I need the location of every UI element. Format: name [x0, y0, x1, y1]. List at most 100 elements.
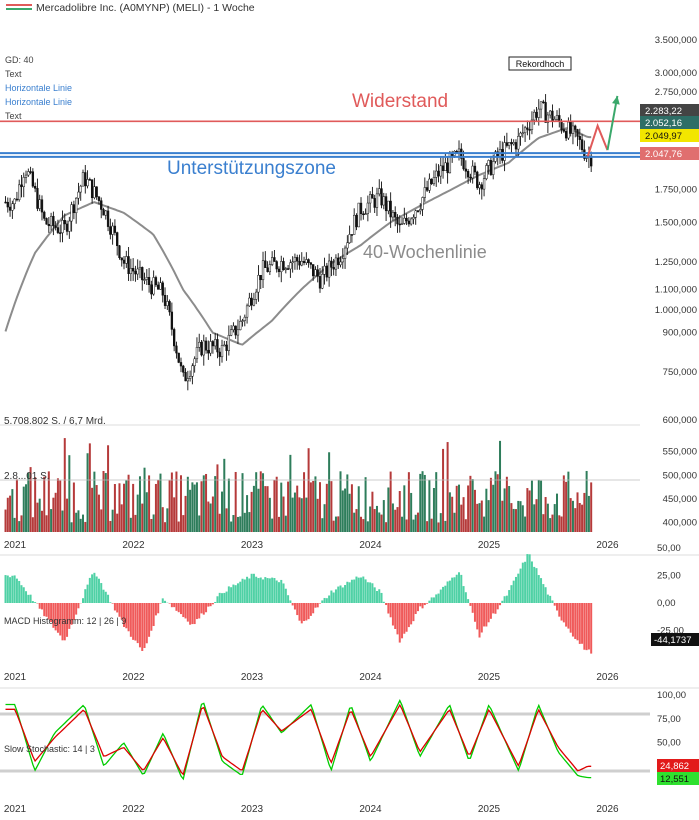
macd-bar: [298, 603, 301, 621]
candle-body: [31, 171, 35, 187]
candle-body: [125, 256, 128, 264]
volume-bar: [307, 448, 310, 532]
candle-body: [387, 200, 390, 212]
macd-bar: [118, 603, 121, 617]
macd-bar: [378, 589, 381, 603]
candle-body: [273, 257, 276, 262]
volume-bar: [25, 484, 28, 532]
macd-bar: [489, 603, 492, 619]
volume-bar: [300, 498, 303, 532]
price-tag-support-upper-bg: [640, 116, 699, 129]
macd-bar: [385, 603, 388, 606]
macd-bar: [72, 603, 75, 621]
macd-bar: [309, 603, 312, 616]
candle-body: [22, 177, 25, 187]
candle-body: [318, 276, 322, 289]
macd-bar: [451, 577, 454, 603]
macd-bar: [127, 603, 130, 632]
macd-bar: [200, 603, 203, 614]
volume-bar: [202, 475, 205, 532]
candle-body: [446, 162, 449, 174]
candle-body: [542, 101, 545, 103]
volume-bar: [104, 473, 107, 532]
macd-bar: [446, 581, 449, 603]
macd-bar: [170, 603, 173, 608]
candle-body: [207, 349, 210, 354]
volume-bar: [394, 509, 397, 532]
candle-body: [104, 210, 107, 216]
candle-body: [223, 344, 226, 347]
candle-body: [473, 165, 477, 173]
volume-bar: [61, 510, 64, 532]
macd-bar: [34, 602, 37, 603]
candle-body: [84, 172, 87, 187]
candle-body: [574, 125, 577, 130]
candle-body: [109, 226, 112, 235]
candle-body: [464, 168, 467, 172]
candle-body: [487, 160, 490, 166]
macd-bar: [273, 578, 276, 603]
volume-bar: [378, 512, 381, 532]
candle-body: [157, 284, 160, 290]
macd-bar: [59, 603, 62, 636]
candle-body: [403, 217, 406, 224]
macd-bar: [193, 603, 196, 625]
macd-bar: [405, 603, 408, 632]
time-axis-year: 2021: [4, 804, 27, 815]
candle-body: [355, 214, 358, 228]
candle-body: [314, 269, 317, 277]
candle-body: [136, 268, 139, 275]
volume-bar: [512, 508, 515, 532]
candle-body: [503, 142, 506, 161]
volume-bar: [252, 485, 255, 532]
volume-bar: [303, 472, 306, 532]
volume-bar: [389, 471, 392, 532]
candle-body: [86, 179, 89, 187]
price-axis-tick: 750,000: [663, 367, 697, 378]
candle-body: [444, 162, 447, 171]
candle-body: [152, 277, 155, 295]
volume-bar: [524, 516, 527, 532]
volume-bar: [469, 475, 472, 532]
candle-body: [334, 257, 338, 270]
candle-body: [435, 170, 438, 178]
candle-body: [519, 132, 522, 137]
candle-body: [373, 198, 376, 208]
macd-bar: [590, 603, 593, 654]
macd-bar: [524, 561, 527, 603]
candle-body: [564, 131, 568, 139]
volume-bar: [216, 464, 219, 532]
candle-body: [362, 213, 365, 216]
macd-bar: [512, 580, 515, 603]
volume-bar: [257, 488, 260, 532]
macd-bar: [262, 579, 265, 603]
candle-body: [182, 365, 185, 373]
volume-bar: [47, 471, 50, 532]
macd-bar: [407, 603, 410, 628]
candle-body: [198, 341, 201, 348]
stoch-d-line: [5, 703, 592, 776]
candle-body: [131, 268, 135, 272]
candle-body: [289, 262, 292, 270]
macd-bar: [182, 603, 185, 618]
volume-bar: [129, 517, 132, 532]
candle-body: [507, 142, 511, 146]
volume-bar: [471, 479, 474, 532]
macd-bar: [173, 603, 176, 608]
candle-body: [350, 234, 354, 236]
volume-bar: [382, 500, 385, 532]
candle-body: [72, 204, 76, 214]
candle-body: [391, 212, 395, 218]
macd-bar: [537, 575, 540, 603]
macd-bar: [280, 579, 283, 603]
volume-bar: [357, 486, 360, 532]
volume-bar: [583, 492, 586, 532]
volume-bar: [268, 497, 271, 532]
macd-bar: [439, 589, 442, 603]
candle-body: [407, 220, 411, 225]
volume-bar: [282, 496, 285, 532]
candle-body: [40, 199, 44, 213]
macd-bar: [152, 603, 155, 627]
macd-bar: [275, 580, 278, 603]
